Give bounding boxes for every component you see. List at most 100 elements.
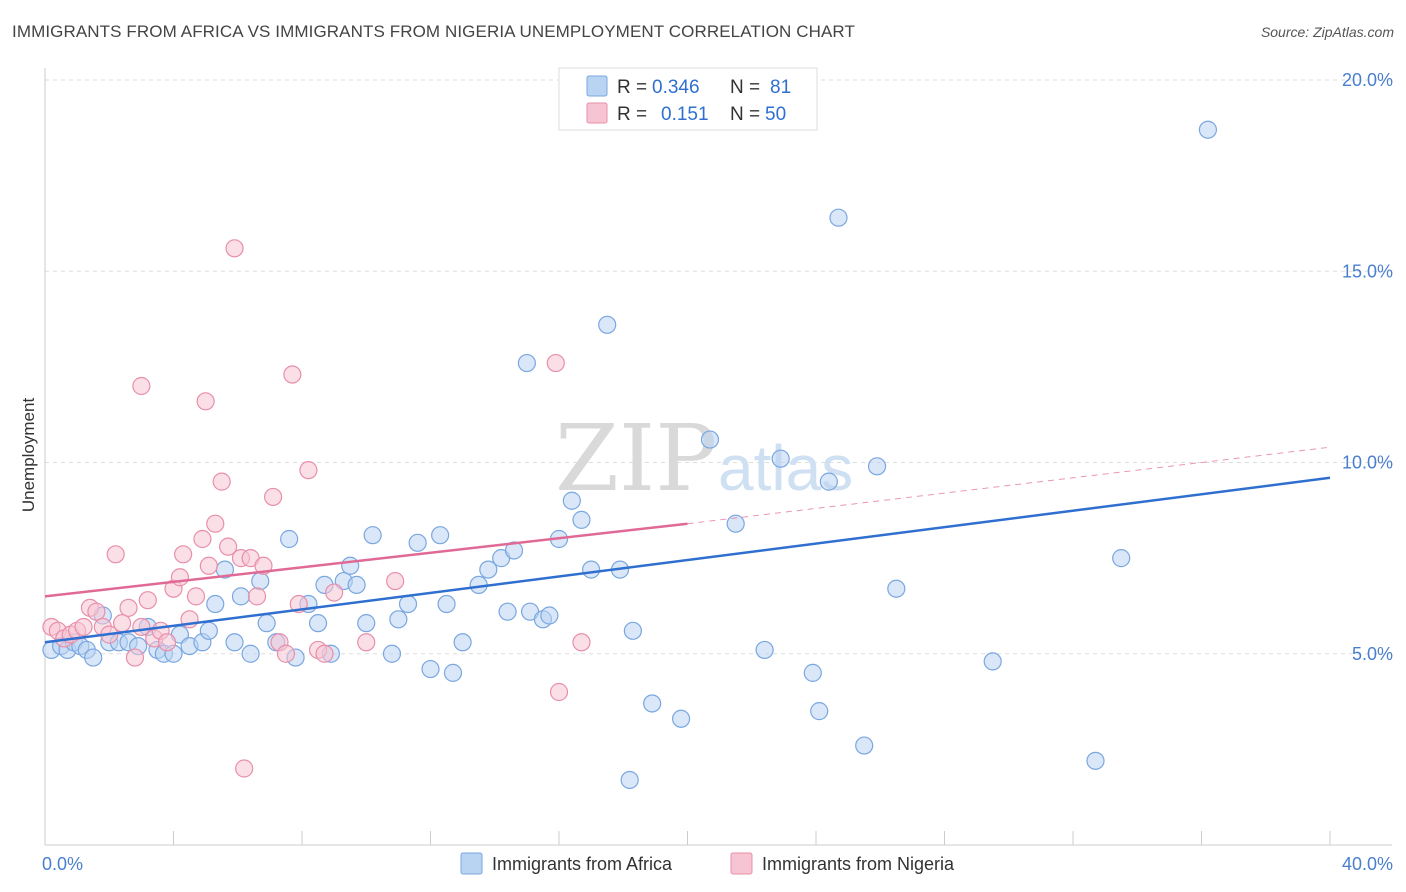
bottom-legend-africa: Immigrants from Africa: [492, 854, 673, 874]
africa-point: [308, 614, 328, 633]
grid-lines: [45, 79, 1392, 655]
legend-africa-n-value: 81: [770, 77, 791, 98]
nigeria-point: [196, 392, 215, 411]
africa-point: [1086, 751, 1105, 770]
africa-point: [819, 472, 838, 491]
legend-africa-r-value: 0.346: [652, 77, 700, 98]
nigeria-point: [125, 648, 145, 667]
nigeria-point: [572, 633, 591, 652]
africa-point: [453, 633, 472, 652]
nigeria-point: [299, 461, 318, 480]
nigeria-point: [170, 568, 190, 587]
chart-title: IMMIGRANTS FROM AFRICA VS IMMIGRANTS FRO…: [12, 22, 855, 41]
nigeria-point: [386, 571, 405, 591]
nigeria-point: [87, 602, 106, 621]
nigeria-trend-extension: [687, 446, 1331, 525]
legend-africa-n-label: N =: [730, 77, 760, 98]
africa-point: [241, 644, 260, 663]
legend-nigeria-n-label: N =: [730, 104, 760, 125]
africa-point: [700, 430, 720, 449]
africa-point: [810, 702, 829, 721]
nigeria-trend-line: [44, 522, 688, 598]
africa-point: [572, 510, 591, 529]
y-tick-label: 10.0%: [1342, 453, 1393, 473]
axes: [44, 68, 1392, 846]
africa-point: [357, 614, 376, 633]
africa-point: [671, 709, 691, 728]
africa-point: [479, 560, 498, 579]
nigeria-point: [315, 644, 334, 663]
africa-point: [855, 736, 874, 755]
bottom-legend-swatch-africa: [460, 852, 483, 875]
africa-point: [983, 652, 1002, 671]
nigeria-point: [235, 759, 254, 778]
legend-africa-r-label: R =: [617, 77, 647, 98]
source-credit: Source: ZipAtlas.com: [1260, 24, 1394, 40]
africa-point: [431, 526, 450, 545]
y-tick-label: 15.0%: [1342, 261, 1393, 281]
nigeria-point: [276, 644, 296, 663]
trend-lines: [44, 446, 1331, 644]
africa-point: [755, 640, 774, 660]
africa-point: [347, 575, 366, 595]
nigeria-point: [193, 529, 212, 549]
nigeria-point: [549, 682, 569, 702]
bottom-legend: Immigrants from Africa Immigrants from N…: [460, 852, 955, 875]
nigeria-point: [112, 614, 132, 633]
africa-point: [84, 648, 103, 667]
nigeria-point: [157, 633, 177, 652]
africa-point: [199, 621, 218, 640]
africa-point: [251, 571, 270, 591]
nigeria-point: [206, 514, 225, 533]
nigeria-point: [138, 591, 157, 610]
africa-point: [421, 659, 440, 679]
legend-nigeria-r-label: R =: [617, 104, 647, 125]
nigeria-point: [119, 598, 138, 617]
y-tick-label: 5.0%: [1352, 644, 1393, 664]
africa-point: [382, 644, 402, 663]
nigeria-point: [357, 633, 376, 652]
nigeria-point: [106, 545, 125, 564]
africa-point: [389, 610, 408, 629]
africa-trend-line: [44, 476, 1331, 644]
africa-point: [562, 491, 581, 510]
africa-point: [582, 560, 601, 579]
legend: R = 0.346 N = 81 R = 0.151 N = 50: [558, 67, 818, 131]
nigeria-point: [199, 556, 218, 575]
watermark: ZIP atlas: [555, 405, 853, 512]
x-tick-label: 40.0%: [1342, 854, 1393, 874]
legend-nigeria-n-value: 50: [765, 104, 786, 125]
nigeria-point: [186, 587, 206, 606]
africa-point: [363, 526, 382, 545]
nigeria-point: [325, 583, 344, 602]
africa-point: [803, 663, 822, 682]
africa-point: [517, 353, 536, 373]
legend-swatch-nigeria: [586, 102, 608, 124]
nigeria-point: [263, 487, 283, 507]
africa-point: [643, 694, 662, 713]
africa-point: [1112, 549, 1131, 568]
africa-point: [280, 529, 299, 549]
bottom-legend-swatch-nigeria: [730, 852, 753, 875]
africa-point: [341, 556, 360, 575]
x-tick-label: 0.0%: [42, 854, 83, 874]
africa-point: [598, 315, 617, 334]
africa-point: [1198, 120, 1218, 139]
legend-swatch-africa: [586, 75, 608, 97]
nigeria-point: [174, 545, 193, 564]
africa-point: [829, 208, 848, 227]
africa-point: [887, 579, 906, 598]
series-africa-points: [42, 120, 1218, 790]
y-axis-label: Unemployment: [19, 398, 38, 513]
y-tick-labels: 5.0% 10.0% 15.0% 20.0%: [1342, 70, 1393, 664]
africa-point: [771, 449, 790, 468]
watermark-atlas: atlas: [718, 432, 853, 504]
africa-point: [225, 633, 244, 652]
watermark-zip: ZIP: [555, 405, 717, 512]
x-tick-labels: 0.0% 40.0%: [42, 854, 1393, 874]
series-nigeria-points: [42, 239, 591, 778]
nigeria-point: [219, 537, 238, 556]
africa-point: [408, 533, 427, 552]
africa-point: [398, 594, 418, 614]
